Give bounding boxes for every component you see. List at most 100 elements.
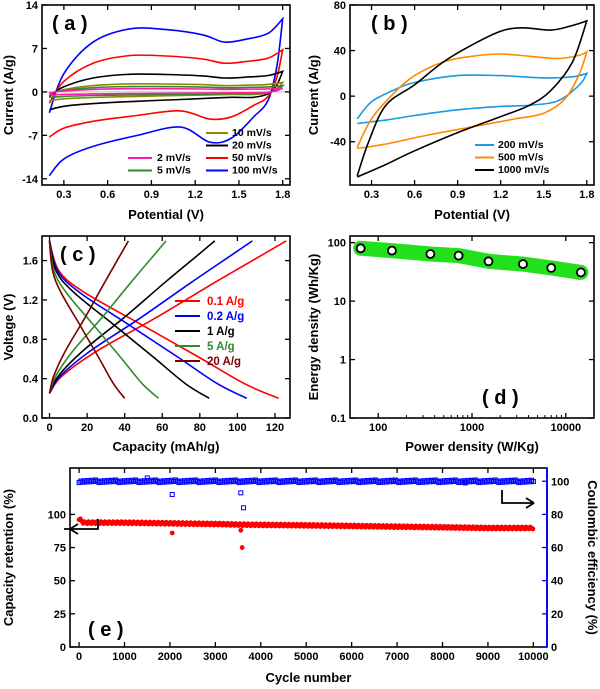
e-ytick-label: 75 — [54, 543, 66, 555]
e-xtick-label: 5000 — [294, 651, 318, 663]
d-ytick-label: 0.1 — [331, 413, 346, 425]
e-efficiency-arrow — [501, 490, 534, 504]
a-ylabel: Current (A/g) — [1, 55, 16, 135]
e-retention-arrowhead — [69, 523, 79, 535]
d-data-point — [483, 256, 494, 267]
c-ytick-label: 1.2 — [23, 295, 38, 307]
b-cv-curve — [356, 72, 589, 125]
e-ytick-label: 100 — [48, 509, 66, 521]
c-xlabel: Capacity (mAh/g) — [113, 439, 220, 454]
d-data-point — [546, 262, 557, 273]
c-discharge-curve — [48, 240, 280, 400]
c-legend-label: 0.1 A/g — [207, 296, 244, 308]
e-efficiency-point — [530, 478, 536, 485]
c-xtick-label: 20 — [81, 422, 93, 434]
d-xtick-label: 10000 — [550, 422, 581, 434]
d-data-point — [518, 259, 528, 269]
c-charge-curve — [48, 240, 253, 394]
a-xtick-label: 0.6 — [100, 189, 115, 201]
e-efficiency-arrowhead — [525, 497, 535, 509]
b-xtick-label: 1.2 — [493, 189, 508, 201]
c-xtick-label: 100 — [228, 422, 246, 434]
c-discharge-curve — [48, 240, 126, 399]
a-ytick-label: -7 — [28, 130, 38, 142]
d-ylabel: Energy density (Wh/Kg) — [306, 254, 321, 401]
d-xtick-label: 100 — [369, 422, 387, 434]
d-xtick-label: 1000 — [460, 422, 484, 434]
e-retention-outlier — [239, 545, 245, 550]
e-ytick-label: 50 — [54, 576, 66, 588]
b-legend-label: 500 mV/s — [498, 152, 544, 164]
d-data-point — [576, 267, 586, 278]
panel-b: 0.3 0.6 0.9 1.2 1.5 1.8 -40 0 40 80 Potential (V) C… — [306, 0, 595, 222]
c-ytick-label: 0.0 — [23, 413, 38, 425]
b-ytick-label: 0 — [340, 91, 346, 103]
e-panel-label: ( e ) — [88, 619, 124, 641]
d-panel-label: ( d ) — [482, 387, 519, 409]
e-xtick-label: 1000 — [112, 651, 136, 663]
e-ytick-label-right: 60 — [551, 543, 563, 555]
a-plot-frame — [41, 4, 291, 186]
c-legend-label: 1 A/g — [207, 326, 235, 338]
a-xtick-label: 1.2 — [188, 189, 203, 201]
c-legend-label: 20 A/g — [207, 356, 241, 368]
e-efficiency-outlier — [238, 490, 244, 496]
e-xtick-label: 10000 — [518, 651, 549, 663]
e-ytick-label-right: 100 — [551, 476, 569, 488]
c-plot-frame — [41, 235, 291, 419]
d-data-point — [355, 243, 366, 254]
e-retention-point — [530, 526, 536, 532]
c-charge-curve — [48, 240, 167, 394]
b-xtick-label: 0.3 — [364, 189, 379, 201]
c-xtick-label: 60 — [156, 422, 168, 434]
a-ytick-label: 7 — [32, 43, 38, 55]
b-ytick-label: 80 — [334, 0, 346, 12]
e-xlabel: Cycle number — [266, 670, 352, 685]
b-xtick-label: 0.6 — [407, 189, 422, 201]
e-ytick-label-right: 80 — [551, 509, 563, 521]
d-ytick-label: 10 — [334, 296, 346, 308]
a-legend-label: 5 mV/s — [157, 165, 191, 177]
a-panel-label: ( a ) — [52, 13, 88, 35]
c-discharge-curve — [48, 240, 248, 400]
a-cv-curve — [49, 87, 284, 96]
c-ytick-label: 1.6 — [23, 256, 38, 268]
c-panel-label: ( c ) — [60, 244, 96, 266]
e-ytick-label-right: 40 — [551, 576, 563, 588]
a-xtick-label: 0.9 — [144, 189, 159, 201]
d-data-point — [453, 250, 464, 261]
e-efficiency-outlier — [462, 480, 468, 486]
b-ytick-label: 40 — [334, 46, 346, 58]
d-ytick-label: 1 — [340, 355, 346, 367]
a-cv-curve — [48, 48, 284, 138]
e-retention-outlier — [169, 530, 175, 536]
e-ytick-label-right: 20 — [551, 609, 563, 621]
b-panel-label: ( b ) — [371, 13, 408, 35]
a-ytick-label: 14 — [26, 0, 39, 12]
a-xtick-label: 0.3 — [56, 189, 71, 201]
e-xtick-label: 8000 — [430, 651, 454, 663]
c-ylabel: Voltage (V) — [1, 294, 16, 361]
c-xtick-label: 40 — [119, 422, 131, 434]
c-xtick-label: 80 — [194, 422, 206, 434]
b-plot-frame — [349, 4, 595, 186]
b-cv-curve — [356, 19, 589, 178]
b-xtick-label: 1.8 — [579, 189, 594, 201]
c-legend-label: 0.2 A/g — [207, 311, 244, 323]
e-xtick-label: 2000 — [158, 651, 182, 663]
c-legend-label: 5 A/g — [207, 341, 235, 353]
c-discharge-curve — [48, 240, 160, 399]
a-ytick-label: -14 — [22, 174, 39, 186]
e-xtick-label: 6000 — [339, 651, 363, 663]
a-cv-curve — [48, 70, 285, 111]
a-legend-label: 50 mV/s — [232, 152, 272, 164]
e-xtick-label: 7000 — [385, 651, 409, 663]
d-ytick-label: 100 — [328, 238, 346, 250]
b-xtick-label: 0.9 — [450, 189, 465, 201]
e-efficiency-outlier — [241, 505, 247, 511]
e-plot-frame — [69, 467, 548, 648]
e-retention-outlier — [238, 527, 244, 533]
c-charge-curve — [48, 240, 287, 394]
c-charge-curve — [48, 240, 130, 394]
